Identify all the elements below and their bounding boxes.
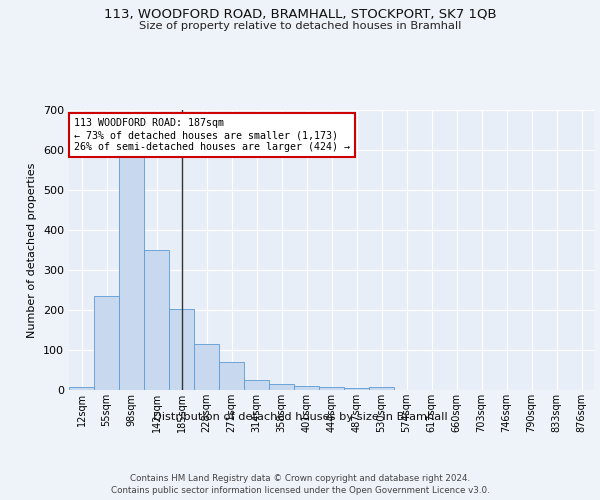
Bar — [344, 388, 369, 390]
Bar — [219, 362, 244, 390]
Bar — [169, 309, 194, 390]
Bar — [194, 344, 219, 390]
Bar — [294, 386, 319, 390]
Bar — [69, 387, 94, 390]
Bar — [144, 250, 169, 390]
Text: Contains HM Land Registry data © Crown copyright and database right 2024.: Contains HM Land Registry data © Crown c… — [130, 474, 470, 483]
Bar — [94, 296, 119, 390]
Bar — [269, 384, 294, 390]
Text: 113 WOODFORD ROAD: 187sqm
← 73% of detached houses are smaller (1,173)
26% of se: 113 WOODFORD ROAD: 187sqm ← 73% of detac… — [74, 118, 350, 152]
Text: Contains public sector information licensed under the Open Government Licence v3: Contains public sector information licen… — [110, 486, 490, 495]
Text: 113, WOODFORD ROAD, BRAMHALL, STOCKPORT, SK7 1QB: 113, WOODFORD ROAD, BRAMHALL, STOCKPORT,… — [104, 8, 496, 20]
Bar — [244, 380, 269, 390]
Y-axis label: Number of detached properties: Number of detached properties — [28, 162, 37, 338]
Bar — [369, 387, 394, 390]
Text: Distribution of detached houses by size in Bramhall: Distribution of detached houses by size … — [152, 412, 448, 422]
Text: Size of property relative to detached houses in Bramhall: Size of property relative to detached ho… — [139, 21, 461, 31]
Bar — [119, 156, 144, 390]
Bar — [319, 387, 344, 390]
